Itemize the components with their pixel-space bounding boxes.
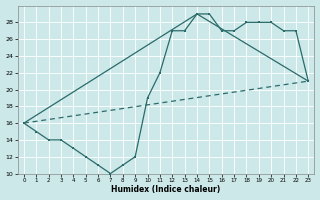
X-axis label: Humidex (Indice chaleur): Humidex (Indice chaleur) — [111, 185, 221, 194]
